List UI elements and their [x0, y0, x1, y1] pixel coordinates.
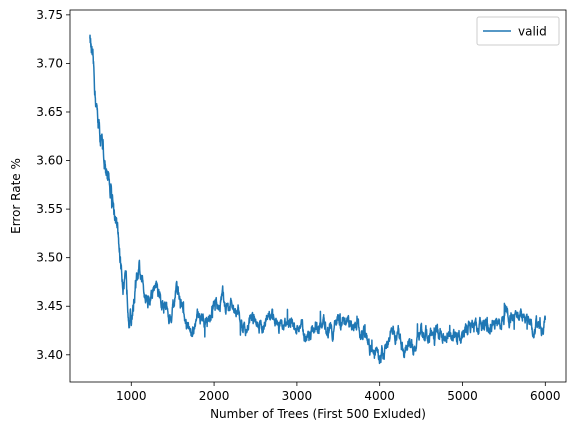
x-axis: 1000 2000 3000 4000 5000 6000 — [116, 382, 561, 403]
y-tick-label: 3.55 — [36, 202, 63, 216]
y-tick-label: 3.45 — [36, 299, 63, 313]
x-tick-label: 5000 — [447, 389, 478, 403]
y-tick-label: 3.75 — [36, 8, 63, 22]
y-tick-label: 3.70 — [36, 56, 63, 70]
legend: valid — [476, 16, 560, 46]
y-axis-label: Error Rate % — [9, 158, 23, 234]
x-tick-label: 6000 — [530, 389, 561, 403]
y-axis: 3.40 3.45 3.50 3.55 3.60 3.65 3.70 3.75 — [36, 8, 70, 362]
x-tick-label: 2000 — [199, 389, 230, 403]
series-line-valid — [89, 34, 547, 365]
x-tick-label: 3000 — [282, 389, 313, 403]
y-tick-label: 3.40 — [36, 348, 63, 362]
x-tick-label: 1000 — [116, 389, 147, 403]
x-axis-label: Number of Trees (First 500 Exluded) — [210, 407, 426, 421]
x-tick-label: 4000 — [364, 389, 395, 403]
axes-frame — [69, 9, 567, 383]
legend-box — [476, 16, 560, 46]
y-tick-label: 3.65 — [36, 105, 63, 119]
y-tick-label: 3.60 — [36, 154, 63, 168]
plot-area — [89, 34, 547, 365]
y-tick-label: 3.50 — [36, 251, 63, 265]
legend-label-valid: valid — [518, 25, 547, 39]
